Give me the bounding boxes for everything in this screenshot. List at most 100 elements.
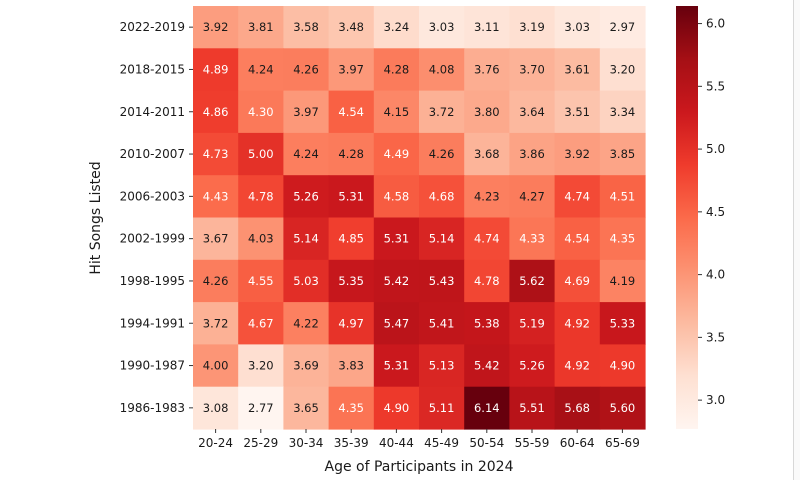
cell-value-label: 5.03 xyxy=(293,274,319,288)
cell-value-label: 4.22 xyxy=(293,316,319,330)
cell-value-label: 4.54 xyxy=(338,105,364,119)
cell-value-label: 5.33 xyxy=(610,316,636,330)
heatmap-cell xyxy=(509,386,556,430)
heatmap-cell xyxy=(554,48,601,92)
cell-value-label: 5.31 xyxy=(384,232,410,246)
heatmap-cell xyxy=(328,302,375,345)
heatmap-cell xyxy=(599,259,646,303)
heatmap-cell xyxy=(373,344,420,388)
heatmap-cell xyxy=(509,302,556,345)
y-tick-label: 2010-2007 xyxy=(120,147,185,161)
x-tick-label: 30-34 xyxy=(289,436,324,450)
heatmap-cell xyxy=(193,175,239,219)
heatmap-cell xyxy=(373,175,420,219)
cell-value-label: 4.24 xyxy=(293,147,319,161)
heatmap-cell xyxy=(509,90,556,134)
heatmap-cell xyxy=(283,90,330,134)
cell-value-label: 4.85 xyxy=(338,232,364,246)
cell-value-label: 3.72 xyxy=(429,105,455,119)
x-tick-label: 60-64 xyxy=(560,436,595,450)
cell-value-label: 4.74 xyxy=(474,232,500,246)
heatmap-cell xyxy=(373,48,420,92)
heatmap-cell xyxy=(283,6,330,49)
cell-value-label: 4.90 xyxy=(384,401,410,415)
y-axis-ticks: 2022-2019 2018-2015 2014-2011 2010-2007 2006… xyxy=(120,20,193,415)
heatmap-cell xyxy=(554,217,601,261)
cell-value-label: 3.65 xyxy=(293,401,319,415)
cell-value-label: 3.97 xyxy=(293,105,319,119)
heatmap-cell xyxy=(193,302,239,345)
y-tick-label: 1986-1983 xyxy=(120,401,185,415)
x-tick-label: 20-24 xyxy=(198,436,233,450)
cell-value-label: 5.42 xyxy=(384,274,410,288)
heatmap-cell xyxy=(599,386,646,430)
heatmap-cell xyxy=(554,302,601,345)
heatmap-cell xyxy=(464,90,510,134)
colorbar-ticks: 3.0 3.5 4.0 4.5 5.0 5.5 6.0 xyxy=(698,17,725,407)
cell-value-label: 4.43 xyxy=(203,189,229,203)
heatmap-cell xyxy=(419,132,465,176)
cell-value-label: 5.26 xyxy=(293,189,319,203)
cell-value-label: 4.89 xyxy=(203,62,229,76)
heatmap-cell xyxy=(599,48,646,92)
cell-value-label: 4.97 xyxy=(338,316,364,330)
cell-value-label: 4.00 xyxy=(203,359,229,373)
cell-value-label: 5.47 xyxy=(384,316,410,330)
cell-value-label: 4.92 xyxy=(564,316,590,330)
heatmap-cell xyxy=(599,217,646,261)
cell-value-label: 4.33 xyxy=(519,232,545,246)
cell-value-label: 4.49 xyxy=(384,147,410,161)
heatmap-cell xyxy=(283,175,330,219)
cell-value-label: 5.00 xyxy=(248,147,274,161)
cell-value-label: 3.72 xyxy=(203,316,229,330)
y-tick-label: 1994-1991 xyxy=(120,316,185,330)
cell-value-label: 4.26 xyxy=(429,147,455,161)
colorbar-tick-label: 3.0 xyxy=(706,393,725,407)
heatmap-cell xyxy=(373,132,420,176)
heatmap-cell xyxy=(328,259,375,303)
heatmap-cell xyxy=(328,175,375,219)
heatmap-cell xyxy=(419,217,465,261)
y-tick-label: 2002-1999 xyxy=(120,232,185,246)
heatmap-cell xyxy=(464,6,510,49)
heatmap-cell xyxy=(599,302,646,345)
colorbar-tick-label: 6.0 xyxy=(706,17,725,31)
cell-value-label: 4.73 xyxy=(203,147,229,161)
heatmap-cell xyxy=(328,344,375,388)
cell-value-label: 4.67 xyxy=(248,316,274,330)
cell-value-label: 5.62 xyxy=(519,274,545,288)
heatmap-cell xyxy=(328,132,375,176)
heatmap-cell xyxy=(373,259,420,303)
y-axis-title: Hit Songs Listed xyxy=(88,161,104,274)
heatmap-cell xyxy=(464,175,510,219)
heatmap-cell xyxy=(554,386,601,430)
heatmap-cell xyxy=(283,344,330,388)
heatmap-cell xyxy=(373,90,420,134)
cell-value-label: 3.68 xyxy=(474,147,500,161)
heatmap-cell xyxy=(193,132,239,176)
cell-value-label: 3.83 xyxy=(338,359,364,373)
cell-value-label: 3.11 xyxy=(474,20,500,34)
colorbar-tick-label: 3.5 xyxy=(706,330,725,344)
colorbar-tick-label: 5.5 xyxy=(706,79,725,93)
heatmap-cell xyxy=(373,302,420,345)
heatmap-cell xyxy=(509,344,556,388)
cell-value-label: 5.38 xyxy=(474,316,500,330)
cell-value-label: 3.24 xyxy=(384,20,410,34)
heatmap-cell xyxy=(509,259,556,303)
cell-value-label: 5.68 xyxy=(564,401,590,415)
cell-value-label: 4.78 xyxy=(248,189,274,203)
colorbar-gradient xyxy=(676,6,698,429)
cell-value-label: 4.19 xyxy=(610,274,636,288)
cell-value-label: 5.42 xyxy=(474,359,500,373)
cell-value-label: 5.51 xyxy=(519,401,545,415)
heatmap-cell xyxy=(419,259,465,303)
heatmap-cell xyxy=(599,344,646,388)
heatmap-cell xyxy=(464,344,510,388)
cell-value-label: 4.26 xyxy=(293,62,319,76)
cell-value-label: 5.31 xyxy=(384,359,410,373)
y-tick-label: 1998-1995 xyxy=(120,274,185,288)
cell-value-label: 5.43 xyxy=(429,274,455,288)
x-tick-label: 55-59 xyxy=(515,436,550,450)
